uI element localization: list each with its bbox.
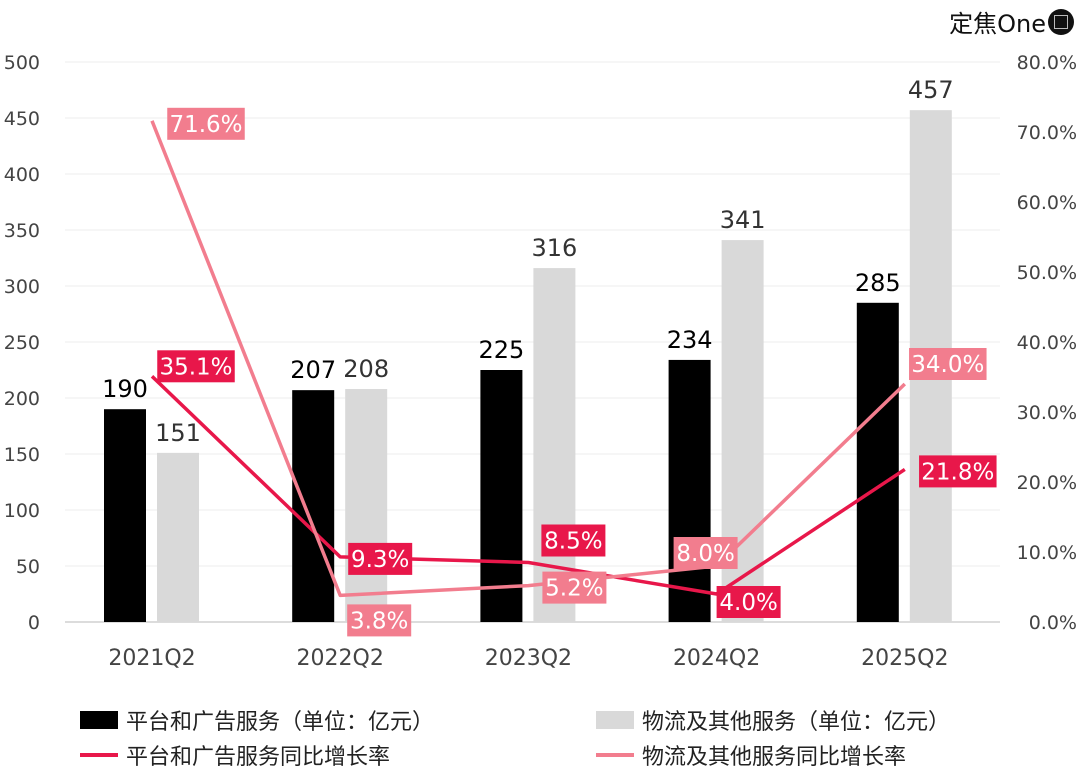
- right-axis-tick: 50.0%: [1017, 262, 1077, 284]
- bar-platform: [668, 359, 711, 622]
- data-label-box: [673, 537, 738, 569]
- bar-value-label: 208: [343, 355, 389, 383]
- data-label-box: [542, 571, 607, 604]
- bar-value-label: 234: [667, 326, 713, 354]
- data-label: 34.0%: [911, 352, 984, 378]
- data-label-box: [716, 586, 781, 618]
- left-axis-tick: 400: [4, 164, 40, 186]
- data-label: 71.6%: [169, 112, 242, 138]
- bar-platform: [856, 302, 899, 622]
- right-axis-tick: 10.0%: [1017, 542, 1077, 564]
- data-label: 35.1%: [159, 354, 232, 380]
- bar-value-label: 151: [155, 419, 201, 447]
- right-axis-tick: 30.0%: [1017, 402, 1077, 424]
- data-label: 3.8%: [350, 608, 408, 634]
- legend-item-logistics-bar: 物流及其他服务（单位：亿元）: [596, 704, 950, 736]
- bar-platform: [104, 409, 146, 622]
- bar-value-label: 225: [478, 336, 524, 364]
- right-axis-tick: 60.0%: [1017, 192, 1077, 214]
- x-axis-tick: 2024Q2: [673, 646, 760, 671]
- x-axis-tick: 2022Q2: [297, 646, 384, 671]
- left-axis-tick: 0: [28, 612, 40, 634]
- bar-platform: [292, 390, 335, 622]
- legend-label: 平台和广告服务同比增长率: [126, 745, 391, 770]
- legend-swatch: [596, 753, 634, 757]
- legend-label: 物流及其他服务（单位：亿元）: [642, 710, 951, 735]
- left-axis-tick: 500: [4, 52, 40, 74]
- left-axis-tick: 350: [4, 220, 40, 242]
- bar-logistics: [157, 452, 199, 622]
- logo-mark-icon: [1048, 8, 1074, 35]
- right-axis-tick: 0.0%: [1029, 612, 1077, 634]
- data-label-box: [919, 455, 997, 488]
- bar-value-label: 285: [855, 269, 901, 297]
- left-axis-tick: 100: [4, 500, 40, 522]
- legend-swatch: [80, 753, 118, 757]
- legend-item-platform-bar: 平台和广告服务（单位：亿元）: [80, 704, 434, 736]
- bar-value-label: 316: [531, 234, 577, 262]
- left-axis-tick: 150: [4, 444, 40, 466]
- data-label-box: [909, 348, 987, 380]
- data-label: 8.0%: [676, 541, 734, 567]
- bar-logistics: [345, 389, 388, 622]
- data-label-box: [167, 107, 245, 140]
- legend-item-platform-line: 平台和广告服务同比增长率: [80, 739, 390, 771]
- data-label: 21.8%: [921, 459, 994, 485]
- right-axis-tick: 40.0%: [1017, 332, 1077, 354]
- x-axis-tick: 2023Q2: [485, 646, 572, 671]
- data-label-box: [347, 604, 412, 637]
- chart: 0 50 100 150 200 250 300 350 400 450 500 0.0% 10.0% 2…: [4, 52, 1077, 671]
- logo: 定焦One: [949, 4, 1074, 39]
- data-label: 4.0%: [719, 590, 777, 616]
- data-label: 8.5%: [544, 529, 602, 555]
- left-axis-tick: 200: [4, 388, 40, 410]
- x-axis-tick: 2021Q2: [108, 646, 195, 671]
- legend-swatch: [80, 711, 118, 729]
- right-axis-tick: 70.0%: [1017, 122, 1077, 144]
- data-label: 5.2%: [545, 576, 603, 602]
- legend-label: 物流及其他服务同比增长率: [642, 745, 907, 770]
- left-axis-tick: 50: [16, 556, 40, 578]
- bar-value-label: 457: [908, 76, 954, 104]
- logo-text: 定焦One: [949, 10, 1046, 38]
- legend-item-logistics-line: 物流及其他服务同比增长率: [596, 739, 906, 771]
- data-label-box: [541, 524, 606, 557]
- x-axis-tick: 2025Q2: [861, 646, 948, 671]
- right-axis-tick: 20.0%: [1017, 472, 1077, 494]
- line-platform-growth: [150, 375, 906, 596]
- right-axis-tick: 80.0%: [1017, 52, 1077, 74]
- line-logistics-growth: [150, 120, 907, 598]
- data-label-box: [348, 542, 413, 575]
- legend-label: 平台和广告服务（单位：亿元）: [126, 710, 435, 735]
- left-axis-tick: 300: [4, 276, 40, 298]
- left-axis-tick: 250: [4, 332, 40, 354]
- bar-value-label: 341: [720, 206, 766, 234]
- left-axis-tick: 450: [4, 108, 40, 130]
- legend-swatch: [596, 711, 634, 729]
- data-label-box: [157, 350, 235, 383]
- bar-platform: [480, 370, 523, 622]
- data-label: 9.3%: [351, 547, 409, 573]
- bar-value-label: 190: [102, 375, 148, 403]
- bar-value-label: 207: [290, 356, 336, 384]
